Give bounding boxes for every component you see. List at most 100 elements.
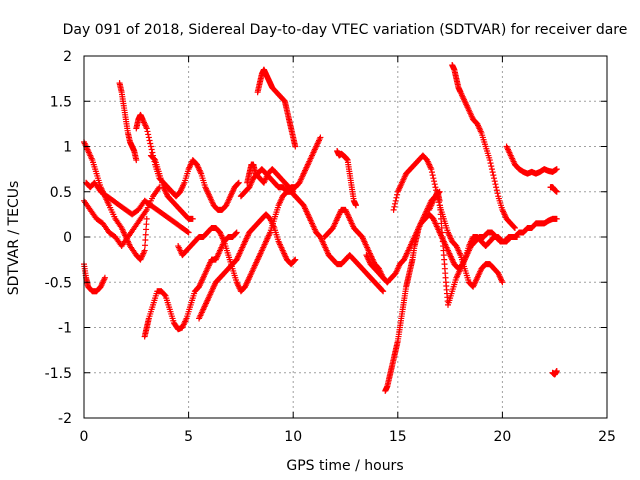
data-point	[428, 166, 435, 173]
y-tick-label: 0	[63, 230, 72, 246]
data-point	[145, 131, 152, 138]
data-point	[233, 229, 240, 236]
data-point	[148, 146, 155, 153]
data-point	[493, 184, 500, 191]
data-point	[392, 197, 399, 204]
data-point	[499, 279, 506, 286]
series-6	[141, 229, 240, 340]
series-22	[549, 367, 560, 378]
data-point	[488, 166, 495, 173]
y-tick: 2	[63, 49, 607, 65]
x-tick: 10	[284, 56, 302, 445]
y-tick: 0.5	[50, 185, 607, 201]
y-tick: 0	[63, 230, 607, 246]
x-tick-label: 15	[389, 429, 407, 445]
data-point	[147, 143, 154, 150]
x-tick: 0	[80, 56, 89, 445]
data-point	[494, 190, 501, 197]
series-19	[449, 62, 518, 231]
series-3	[81, 184, 163, 250]
x-axis-label: GPS time / hours	[286, 458, 403, 474]
y-axis-ticks: -2 -1.5 -1 -0.5 0 0.5 1 1.5 2	[45, 49, 607, 427]
series-4	[116, 80, 140, 164]
data-point	[391, 203, 398, 210]
y-tick-label: 0.5	[50, 185, 72, 201]
data-point	[143, 226, 150, 233]
y-tick-label: 2	[63, 49, 72, 65]
y-tick-label: -0.5	[45, 275, 72, 291]
y-tick-label: -1	[58, 321, 72, 337]
data-point	[233, 230, 240, 237]
data-point	[145, 134, 152, 141]
data-point	[392, 200, 399, 207]
data-point	[431, 181, 438, 188]
data-point	[553, 367, 560, 374]
data-point	[317, 134, 324, 141]
y-axis-label: SDTVAR / TECUs	[6, 181, 22, 296]
data-point	[490, 172, 497, 179]
data-point	[151, 156, 158, 163]
data-point	[428, 169, 435, 176]
y-tick: -1.5	[45, 366, 607, 382]
data-point	[143, 221, 150, 228]
x-tick-label: 5	[184, 429, 193, 445]
series-2	[83, 179, 192, 236]
data-point	[553, 166, 560, 173]
data-point	[142, 231, 149, 238]
y-tick-label: 1.5	[50, 94, 72, 110]
data-point	[486, 157, 493, 164]
data-point	[146, 137, 153, 144]
data-point	[292, 143, 299, 150]
data-point	[492, 181, 499, 188]
data-point	[161, 292, 168, 299]
data-point	[393, 194, 400, 201]
y-tick: -1	[58, 321, 607, 337]
data-point	[235, 180, 242, 187]
x-tick: 5	[184, 56, 193, 445]
x-tick-label: 20	[493, 429, 511, 445]
data-point	[185, 229, 192, 236]
grid-lines	[84, 56, 607, 418]
data-point	[292, 256, 299, 263]
data-point	[133, 157, 140, 164]
data-point	[489, 169, 496, 176]
data-point	[144, 128, 151, 135]
data-point	[488, 163, 495, 170]
series-1	[81, 261, 108, 295]
data-point	[493, 187, 500, 194]
data-point	[431, 178, 438, 185]
x-tick: 15	[389, 56, 407, 445]
data-point	[142, 237, 149, 244]
data-point	[147, 140, 154, 147]
data-point	[101, 274, 108, 281]
data-point	[291, 257, 298, 264]
series-12	[237, 166, 387, 295]
data-point	[511, 224, 518, 231]
x-tick-label: 10	[284, 429, 302, 445]
series-7	[147, 152, 196, 222]
data-point	[491, 175, 498, 182]
data-point	[143, 215, 150, 222]
data-point	[379, 287, 386, 294]
data-points	[81, 62, 560, 394]
series-5	[133, 111, 242, 213]
series-11	[254, 66, 299, 150]
x-tick-label: 0	[80, 429, 89, 445]
y-tick-label: -1.5	[45, 366, 72, 382]
y-tick: 1	[63, 140, 607, 156]
y-tick: -0.5	[45, 275, 607, 291]
data-point	[380, 288, 387, 295]
series-18	[426, 188, 560, 308]
series-20	[503, 143, 560, 177]
data-point	[184, 228, 191, 235]
data-point	[430, 175, 437, 182]
data-point	[487, 160, 494, 167]
series-9	[196, 211, 299, 322]
data-point	[142, 242, 149, 249]
data-point	[553, 188, 560, 195]
data-point	[432, 184, 439, 191]
x-axis-ticks: 0 5 10 15 20 25	[80, 56, 616, 445]
data-point	[352, 202, 359, 209]
data-point	[394, 191, 401, 198]
